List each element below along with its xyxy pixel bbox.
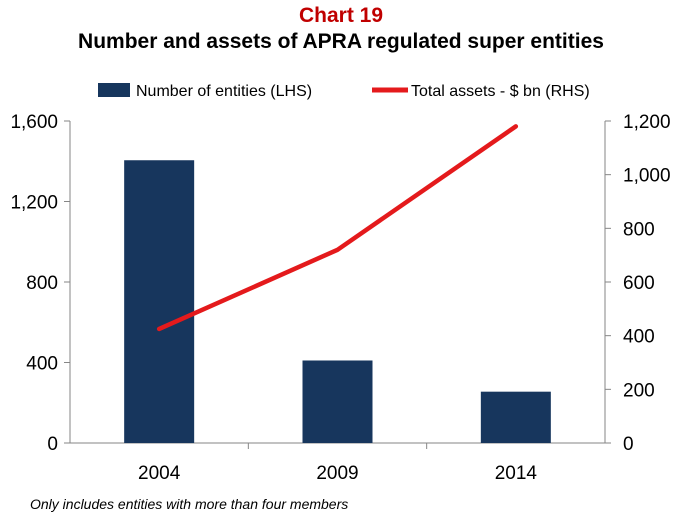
x-axis-tick-label: 2014 [495,463,538,484]
left-axis-tick-label: 800 [26,273,58,294]
right-axis-tick-label: 800 [623,219,655,240]
right-axis-tick-label: 0 [623,434,634,455]
right-axis-tick-label: 400 [623,327,655,348]
right-axis-tick-label: 1,200 [623,112,671,133]
bar-2004 [124,160,195,443]
right-axis-tick-label: 1,000 [623,166,671,187]
chart-number: Chart 19 [298,4,384,27]
left-axis-tick-label: 1,600 [10,112,58,133]
total-assets-line [156,124,519,332]
axes: 0 400 800 1,200 1,600 0 200 400 600 800 1,000 1,200… [10,112,670,484]
left-axis-tick-label: 1,200 [10,193,58,214]
line-series [156,124,519,332]
bar-2014 [480,391,551,443]
footnote: Only includes entities with more than fo… [30,496,349,512]
left-axis-tick-label: 400 [26,354,58,375]
bar-2009 [302,360,373,443]
right-axis-tick-label: 200 [623,380,655,401]
x-axis-tick-label: 2004 [138,463,181,484]
right-axis-tick-label: 600 [623,273,655,294]
legend: Number of entities (LHS) Total assets - … [98,83,590,100]
bar-series [124,160,551,443]
left-axis-tick-label: 0 [47,434,58,455]
x-axis-tick-label: 2009 [316,463,358,484]
legend-line-label: Total assets - $ bn (RHS) [411,83,590,100]
chart-title: Number and assets of APRA regulated supe… [78,30,604,53]
legend-bar-swatch [98,83,130,97]
legend-bar-label: Number of entities (LHS) [136,83,312,100]
